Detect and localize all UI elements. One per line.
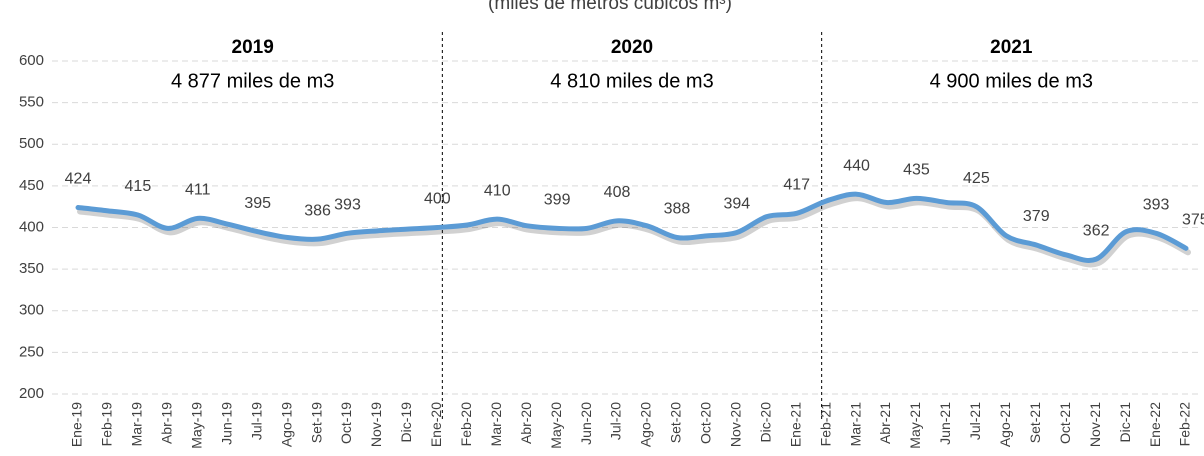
x-tick-label: Ene-20	[428, 402, 444, 447]
x-tick-label: May-21	[907, 402, 923, 449]
x-tick-label: Ago-20	[638, 402, 654, 447]
x-tick-label: Jun-19	[218, 402, 234, 445]
x-tick-label: Mar-20	[488, 402, 504, 447]
x-tick-label: Abr-20	[518, 402, 534, 444]
data-label: 400	[424, 191, 451, 208]
period-year: 2021	[990, 37, 1033, 58]
y-tick-label: 400	[19, 218, 44, 235]
x-tick-label: Nov-19	[368, 402, 384, 447]
x-tick-label: Jul-19	[248, 402, 264, 440]
x-tick-label: Dic-19	[398, 402, 414, 443]
y-tick-label: 300	[19, 302, 44, 319]
y-tick-label: 500	[19, 135, 44, 152]
x-tick-label: Oct-19	[338, 402, 354, 444]
x-tick-label: Set-19	[308, 402, 324, 443]
y-tick-label: 600	[19, 52, 44, 69]
period-total: 4 810 miles de m3	[550, 70, 713, 92]
x-tick-label: Feb-20	[458, 402, 474, 447]
x-tick-label: Set-21	[1027, 402, 1043, 443]
x-tick-label: Nov-20	[728, 402, 744, 447]
data-label: 435	[903, 162, 930, 179]
x-tick-label: Oct-20	[698, 402, 714, 444]
y-tick-label: 200	[19, 385, 44, 402]
x-tick-label: May-19	[188, 402, 204, 449]
x-tick-label: Nov-21	[1087, 402, 1103, 447]
x-tick-label: Mar-21	[847, 402, 863, 447]
x-tick-label: Ago-21	[997, 402, 1013, 447]
period-year: 2020	[611, 37, 653, 58]
period-year: 2019	[232, 37, 274, 58]
x-tick-label: Set-20	[668, 402, 684, 443]
data-label: 393	[1143, 197, 1170, 214]
period-total: 4 877 miles de m3	[171, 70, 334, 92]
x-tick-label: Jul-21	[967, 402, 983, 440]
data-label: 386	[304, 202, 331, 219]
data-label: 388	[664, 201, 691, 218]
data-label: 410	[484, 182, 511, 199]
data-label: 408	[604, 184, 631, 201]
x-tick-label: Ene-21	[787, 402, 803, 447]
data-label: 440	[843, 157, 870, 174]
x-tick-label: Jul-20	[608, 402, 624, 440]
x-tick-label: Ene-19	[69, 402, 85, 447]
y-tick-label: 350	[19, 260, 44, 277]
data-label: 399	[544, 192, 571, 209]
x-tick-label: May-20	[548, 402, 564, 449]
x-tick-label: Jun-20	[578, 402, 594, 445]
x-tick-label: Mar-19	[129, 402, 145, 447]
data-label: 417	[783, 177, 810, 194]
chart-subtitle: (miles de metros cúbicos m³)	[488, 0, 732, 14]
x-tick-label: Dic-20	[757, 402, 773, 443]
data-label: 393	[334, 197, 361, 214]
data-label: 375	[1182, 212, 1204, 229]
x-tick-label: Dic-21	[1117, 402, 1133, 443]
data-label: 424	[65, 171, 92, 188]
x-tick-label: Feb-22	[1177, 402, 1193, 447]
data-label: 411	[185, 182, 211, 199]
y-tick-label: 450	[19, 177, 44, 194]
x-tick-label: Feb-21	[817, 402, 833, 447]
x-tick-label: Abr-21	[877, 402, 893, 444]
y-tick-label: 550	[19, 94, 44, 111]
x-tick-label: Feb-19	[99, 402, 115, 447]
y-tick-label: 250	[19, 343, 44, 360]
data-label: 415	[125, 178, 152, 195]
x-tick-label: Oct-21	[1057, 402, 1073, 444]
data-label: 395	[244, 195, 271, 212]
data-label: 394	[723, 196, 750, 213]
series-line	[75, 191, 1189, 263]
data-label: 425	[963, 170, 990, 187]
data-label: 362	[1083, 222, 1110, 239]
period-total: 4 900 miles de m3	[930, 70, 1093, 92]
x-tick-label: Abr-19	[159, 402, 175, 444]
x-tick-label: Jun-21	[937, 402, 953, 445]
x-tick-label: Ene-22	[1147, 402, 1163, 447]
x-tick-label: Ago-19	[278, 402, 294, 447]
data-label: 379	[1023, 208, 1050, 225]
